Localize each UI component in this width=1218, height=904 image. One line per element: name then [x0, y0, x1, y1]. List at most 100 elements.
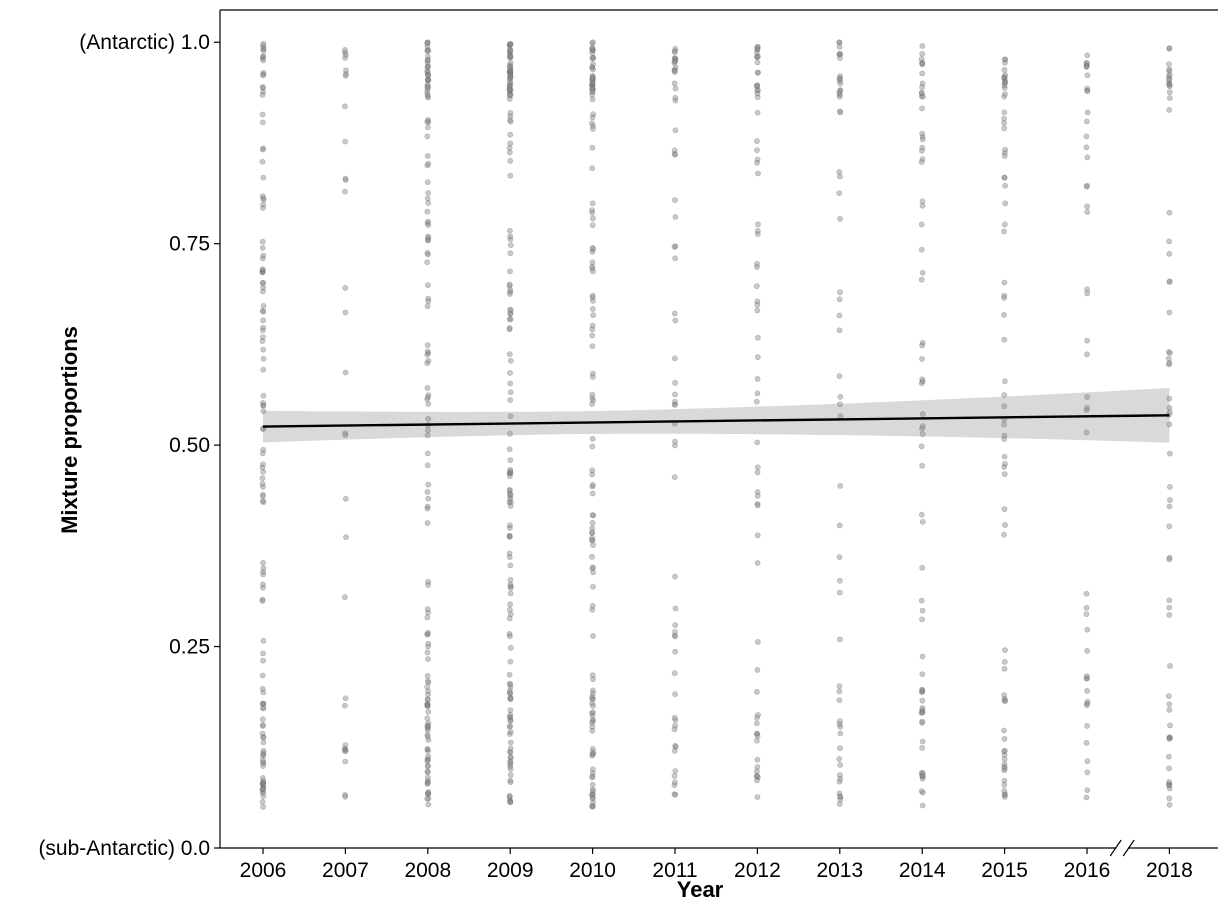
data-point	[259, 756, 266, 763]
data-point	[919, 342, 925, 349]
data-point	[590, 370, 596, 377]
data-point	[506, 64, 513, 71]
data-point	[672, 243, 679, 249]
data-point	[506, 430, 513, 437]
data-point	[507, 491, 514, 498]
data-point	[260, 45, 267, 51]
data-point	[836, 44, 843, 50]
data-point	[1084, 109, 1091, 116]
data-point	[506, 470, 513, 477]
data-point	[260, 784, 267, 790]
data-point	[1001, 120, 1007, 126]
data-point	[837, 482, 844, 489]
data-point	[260, 584, 266, 591]
data-point	[507, 714, 513, 721]
data-point	[424, 780, 431, 786]
data-point	[1084, 52, 1091, 59]
data-point	[425, 629, 431, 636]
data-point	[425, 801, 432, 808]
data-point	[672, 768, 679, 774]
data-point	[507, 695, 514, 702]
data-point	[919, 80, 926, 87]
data-point	[589, 120, 595, 127]
data-point	[425, 119, 432, 125]
data-point	[507, 80, 514, 87]
data-point	[259, 464, 266, 471]
data-point	[507, 590, 514, 597]
data-point	[1166, 781, 1173, 787]
data-point	[589, 85, 596, 92]
data-point	[1084, 675, 1090, 682]
data-point	[507, 754, 514, 761]
data-point	[506, 688, 513, 695]
data-point	[589, 719, 596, 726]
data-point	[260, 446, 267, 453]
x-tick-label: 2012	[734, 859, 781, 882]
data-point	[1001, 692, 1007, 698]
data-point	[424, 57, 431, 64]
data-point	[507, 47, 514, 54]
data-point	[1166, 779, 1172, 785]
data-point	[260, 392, 267, 399]
data-point	[341, 594, 348, 601]
data-point	[589, 292, 596, 299]
data-point	[1001, 174, 1008, 181]
data-point	[919, 93, 926, 100]
data-point	[425, 298, 432, 305]
data-point	[671, 747, 678, 754]
data-point	[425, 656, 431, 662]
data-point	[672, 94, 679, 101]
data-point	[259, 338, 266, 344]
data-point	[589, 88, 596, 94]
data-point	[672, 629, 678, 635]
data-point	[506, 499, 513, 505]
data-point	[259, 752, 266, 759]
data-point	[507, 611, 514, 618]
data-point	[425, 392, 432, 398]
data-point	[754, 768, 760, 775]
data-point	[260, 747, 267, 754]
data-point	[260, 42, 266, 49]
data-point	[425, 737, 432, 743]
data-point	[589, 712, 596, 719]
data-point	[590, 569, 597, 576]
data-point	[919, 688, 926, 695]
data-point	[424, 758, 431, 765]
data-point	[919, 709, 926, 716]
data-point	[589, 248, 596, 255]
data-point	[1083, 118, 1090, 125]
data-point	[507, 694, 514, 701]
data-point	[424, 53, 431, 60]
data-point	[260, 560, 266, 566]
data-point	[1001, 74, 1008, 80]
data-point	[672, 691, 678, 698]
data-point	[507, 696, 514, 703]
data-point	[425, 578, 431, 585]
data-point	[1001, 292, 1008, 299]
data-point	[671, 310, 678, 317]
data-point	[754, 260, 760, 267]
data-point	[754, 82, 761, 88]
data-point	[590, 246, 596, 252]
data-point	[259, 730, 266, 737]
data-point	[1166, 795, 1173, 802]
data-point	[507, 745, 514, 752]
data-point	[919, 431, 926, 437]
data-point	[1002, 56, 1008, 63]
data-point	[425, 643, 431, 650]
data-point	[753, 54, 760, 60]
data-point	[837, 73, 844, 79]
data-point	[260, 499, 267, 506]
data-point	[589, 89, 596, 96]
data-point	[424, 396, 431, 402]
x-tick-label: 2013	[816, 859, 863, 882]
data-point	[1166, 361, 1172, 368]
data-point	[1083, 604, 1090, 611]
data-point	[260, 366, 267, 373]
data-point	[589, 529, 595, 536]
data-point	[671, 147, 678, 154]
data-point	[1166, 309, 1173, 316]
data-point	[1001, 93, 1007, 100]
data-point	[507, 772, 514, 778]
data-point	[590, 791, 596, 798]
